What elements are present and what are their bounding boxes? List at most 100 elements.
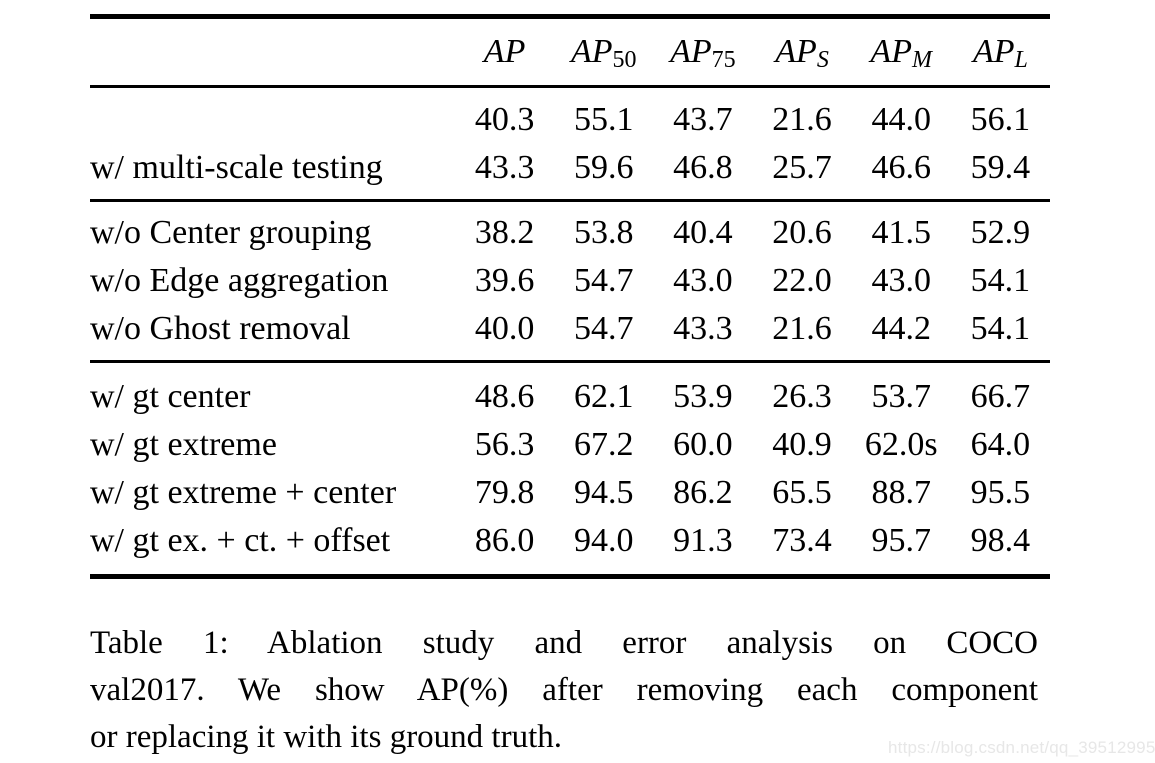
row-label — [90, 87, 455, 145]
column-header-ap75: AP75 — [653, 16, 753, 88]
table-group-baseline: 40.3 55.1 43.7 21.6 44.0 56.1 w/ multi-s… — [90, 87, 1050, 201]
table-cell: 54.1 — [970, 262, 1031, 299]
table-cell: 59.6 — [573, 149, 634, 186]
row-label: w/o Center grouping — [90, 214, 372, 251]
column-header-subscript: S — [816, 47, 829, 74]
row-label: w/o Edge aggregation — [90, 262, 389, 299]
ablation-table: AP AP50 AP75 APS APM APL 40.3 55.1 43.7 … — [90, 14, 1050, 579]
table-cell: 21.6 — [772, 310, 832, 347]
watermark-url: https://blog.csdn.net/qq_39512995 — [888, 738, 1155, 757]
table-cell: 43.0 — [871, 262, 931, 299]
table-cell: 59.4 — [970, 149, 1031, 186]
caption-line-2: val2017. We show AP(%) after removing ea… — [90, 672, 1038, 708]
column-header-blank — [90, 16, 455, 88]
column-header-ap50: AP50 — [554, 16, 654, 88]
table-cell: 20.6 — [772, 214, 832, 251]
column-header-apl: APL — [950, 16, 1050, 88]
table-cell: 55.1 — [573, 101, 634, 138]
table-cell: 43.0 — [673, 262, 733, 299]
table-cell: 62.0s — [864, 426, 938, 463]
table-cell: 64.0 — [970, 426, 1031, 463]
column-header-subscript: 50 — [612, 47, 637, 74]
table-row: w/o Edge aggregation 39.6 54.7 43.0 22.0… — [90, 257, 1050, 305]
table-row: w/ gt ex. + ct. + offset 86.0 94.0 91.3 … — [90, 517, 1050, 577]
column-header-ap: AP — [455, 16, 555, 88]
table-cell: 95.7 — [871, 522, 931, 559]
column-header-label: AP — [483, 33, 526, 70]
table-cell: 54.7 — [573, 262, 634, 299]
table-cell: 43.7 — [673, 101, 733, 138]
table-area: AP AP50 AP75 APS APM APL 40.3 55.1 43.7 … — [90, 14, 1050, 579]
column-header-subscript: M — [911, 47, 932, 74]
table-row: w/o Center grouping 38.2 53.8 40.4 20.6 … — [90, 201, 1050, 258]
table-row: w/o Ghost removal 40.0 54.7 43.3 21.6 44… — [90, 305, 1050, 362]
table-cell: 44.0 — [871, 101, 931, 138]
table-row: w/ multi-scale testing 43.3 59.6 46.8 25… — [90, 144, 1050, 201]
column-header-label: AP — [775, 33, 817, 70]
column-header-label: AP — [972, 33, 1015, 70]
table-cell: 43.3 — [474, 149, 535, 186]
table-cell: 26.3 — [772, 378, 832, 415]
column-header-label: AP — [870, 33, 912, 70]
table-cell: 79.8 — [474, 474, 535, 511]
column-header-aps: APS — [752, 16, 852, 88]
table-cell: 40.4 — [673, 214, 733, 251]
table-cell: 46.8 — [673, 149, 733, 186]
table-cell: 22.0 — [772, 262, 832, 299]
table-cell: 94.5 — [573, 474, 634, 511]
column-header-subscript: L — [1014, 47, 1028, 74]
table-cell: 66.7 — [970, 378, 1031, 415]
row-label: w/ gt center — [90, 378, 251, 415]
row-label: w/o Ghost removal — [90, 310, 351, 347]
table-cell: 94.0 — [573, 522, 634, 559]
table-group-ground-truth: w/ gt center 48.6 62.1 53.9 26.3 53.7 66… — [90, 362, 1050, 577]
table-cell: 54.7 — [573, 310, 634, 347]
table-row: w/ gt extreme 56.3 67.2 60.0 40.9 62.0s … — [90, 421, 1050, 469]
row-label: w/ gt ex. + ct. + offset — [90, 522, 391, 559]
table-cell: 38.2 — [474, 214, 535, 251]
table-cell: 95.5 — [970, 474, 1031, 511]
table-caption: Table 1: Ablation study and error analys… — [90, 620, 1038, 761]
column-header-subscript: 75 — [711, 47, 736, 74]
row-label: w/ gt extreme + center — [90, 474, 397, 511]
table-cell: 52.9 — [970, 214, 1031, 251]
table-cell: 88.7 — [871, 474, 931, 511]
table-cell: 73.4 — [772, 522, 832, 559]
caption-line-1: Table 1: Ablation study and error analys… — [90, 625, 1038, 661]
table-header-row: AP AP50 AP75 APS APM APL — [90, 16, 1050, 88]
table-cell: 86.0 — [474, 522, 535, 559]
table-cell: 53.8 — [573, 214, 634, 251]
table-cell: 98.4 — [970, 522, 1031, 559]
column-header-label: AP — [570, 33, 613, 70]
table-cell: 40.9 — [772, 426, 832, 463]
table-cell: 43.3 — [673, 310, 733, 347]
table-cell: 48.6 — [474, 378, 535, 415]
column-header-apm: APM — [851, 16, 951, 88]
table-cell: 21.6 — [772, 101, 832, 138]
column-header-label: AP — [670, 33, 712, 70]
table-cell: 40.3 — [474, 101, 535, 138]
table-cell: 44.2 — [871, 310, 931, 347]
table-cell: 62.1 — [573, 378, 634, 415]
table-cell: 91.3 — [673, 522, 733, 559]
table-row: 40.3 55.1 43.7 21.6 44.0 56.1 — [90, 87, 1050, 145]
table-row: w/ gt extreme + center 79.8 94.5 86.2 65… — [90, 469, 1050, 517]
table-row: w/ gt center 48.6 62.1 53.9 26.3 53.7 66… — [90, 362, 1050, 422]
table-cell: 41.5 — [871, 214, 931, 251]
table-cell: 53.7 — [871, 378, 931, 415]
table-group-ablations: w/o Center grouping 38.2 53.8 40.4 20.6 … — [90, 201, 1050, 362]
row-label: w/ gt extreme — [90, 426, 277, 463]
table-cell: 67.2 — [573, 426, 634, 463]
table-cell: 53.9 — [673, 378, 733, 415]
table-cell: 46.6 — [871, 149, 931, 186]
table-cell: 40.0 — [474, 310, 535, 347]
caption-line-3: or replacing it with its ground truth. — [90, 719, 563, 755]
table-cell: 86.2 — [673, 474, 733, 511]
row-label: w/ multi-scale testing — [90, 149, 383, 186]
table-cell: 56.1 — [970, 101, 1031, 138]
table-cell: 25.7 — [772, 149, 832, 186]
table-cell: 54.1 — [970, 310, 1031, 347]
table-cell: 39.6 — [474, 262, 535, 299]
table-cell: 56.3 — [474, 426, 535, 463]
